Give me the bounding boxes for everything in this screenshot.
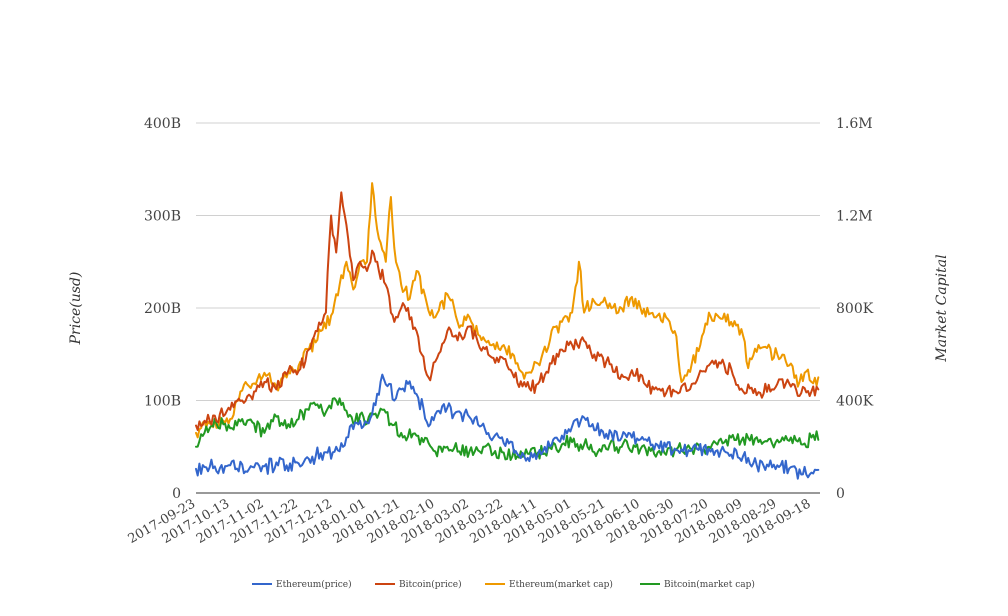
y-right-tick-label: 1.6M [836,116,873,132]
series-lines [195,182,820,480]
y-left-tick-labels: 0 100B 200B 300B 400B [144,116,181,502]
series-line-bitcoin-market-cap [195,397,820,461]
y-right-tick-label: 1.2M [836,209,873,225]
series-line-ethereum-price [195,373,820,480]
legend: Ethereum(price) Bitcoin(price) Ethereum(ma… [252,579,755,590]
y-right-tick-label: 0 [836,486,845,502]
y-left-axis-title: Price(usd) [68,272,84,346]
y-left-tick-label: 200B [144,301,181,317]
y-left-tick-label: 100B [144,394,181,410]
legend-label: Bitcoin(market cap) [664,579,755,590]
y-right-axis-title: Market Capital [934,254,950,362]
series-line-ethereum-market-cap [195,182,820,439]
legend-label: Ethereum(market cap) [509,579,613,590]
legend-label: Ethereum(price) [276,579,352,590]
y-right-tick-label: 400K [836,394,874,410]
gridlines [196,122,820,401]
y-left-tick-label: 300B [144,209,181,225]
y-right-tick-labels: 0 400K 800K 1.2M 1.6M [836,116,874,502]
legend-label: Bitcoin(price) [399,579,462,590]
y-left-tick-label: 400B [144,116,181,132]
x-tick-labels: 2017-09-232017-10-132017-11-022017-11-22… [126,496,814,546]
series-line-bitcoin-price [195,191,820,431]
y-right-tick-label: 800K [836,301,874,317]
y-left-tick-label: 0 [172,486,181,502]
